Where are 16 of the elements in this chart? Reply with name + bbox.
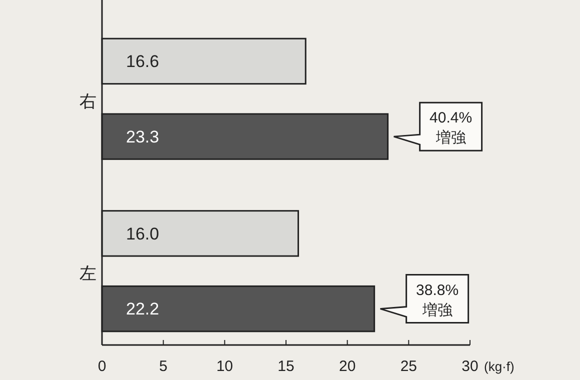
- x-tick-label: 0: [98, 358, 106, 375]
- data-label: 16.0: [126, 224, 160, 244]
- x-tick-label: 30: [462, 358, 478, 375]
- data-label: 22.2: [126, 300, 160, 319]
- data-label: 16.6: [126, 52, 160, 72]
- x-tick-label: 5: [159, 358, 168, 375]
- x-tick-label: 20: [338, 358, 356, 375]
- y-tick-label: 右: [80, 92, 96, 111]
- x-tick-label: 25: [400, 358, 418, 375]
- annotation: 38.8% 増強: [416, 282, 459, 319]
- data-label: 23.3: [126, 128, 160, 147]
- x-tick-label: 15: [278, 358, 294, 375]
- x-tick-label: 10: [216, 358, 234, 375]
- annotation: 40.4% 増強: [430, 110, 472, 147]
- x-axis-title: (kg·f): [484, 359, 514, 374]
- y-tick-label: 左: [80, 264, 96, 284]
